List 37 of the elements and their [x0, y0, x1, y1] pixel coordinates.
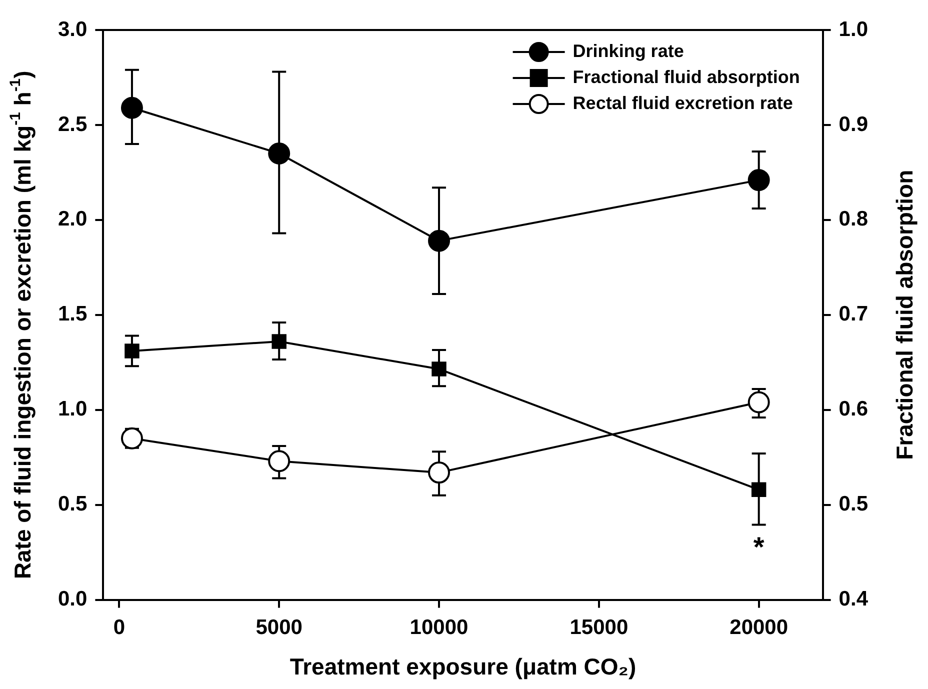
- point: [268, 450, 290, 472]
- y2-tick-label: 0.8: [838, 208, 868, 231]
- y2-tick-label: 0.9: [838, 112, 868, 136]
- point: [268, 142, 290, 164]
- point: [748, 391, 770, 414]
- point: [751, 482, 766, 498]
- y-tick-label: 1.5: [58, 302, 88, 326]
- x-tick-label: 0: [113, 616, 126, 640]
- y-tick-label: 2.5: [58, 112, 88, 136]
- point: [432, 362, 446, 376]
- y-axis-title: Rate of fluid ingestion or excretion (ml kg-1 h-1): [7, 70, 36, 580]
- y2-tick-label: 0.5: [838, 492, 868, 516]
- y2-tick-label: 0.6: [838, 398, 868, 421]
- y2-axis-title: Fractional fluid absorption: [891, 170, 918, 460]
- point: [272, 334, 286, 349]
- legend-label: Fractional fluid absorption: [572, 66, 800, 87]
- x-tick-label: 10000: [410, 616, 468, 640]
- y2-tick-label: 0.4: [838, 588, 868, 611]
- annotation: *: [753, 531, 764, 562]
- legend-label: Rectal fluid excretion rate: [572, 92, 793, 113]
- legend-label: Drinking rate: [572, 40, 684, 61]
- point: [428, 462, 450, 484]
- x-tick-label: 20000: [730, 616, 788, 640]
- x-tick-label: 5000: [256, 616, 302, 640]
- y2-tick-label: 1.0: [838, 18, 868, 41]
- point: [428, 230, 450, 252]
- y2-tick-label: 0.7: [838, 302, 868, 326]
- y-tick-label: 3.0: [58, 18, 88, 41]
- y-tick-label: 0.5: [58, 492, 88, 516]
- x-axis-title: Treatment exposure (μatm CO₂): [290, 653, 636, 680]
- y-tick-label: 1.0: [58, 398, 88, 421]
- x-tick-label: 15000: [570, 616, 628, 640]
- point: [120, 96, 143, 119]
- point: [124, 344, 140, 358]
- y-tick-label: 0.0: [58, 588, 88, 611]
- point: [748, 169, 770, 192]
- y-tick-label: 2.0: [58, 208, 88, 231]
